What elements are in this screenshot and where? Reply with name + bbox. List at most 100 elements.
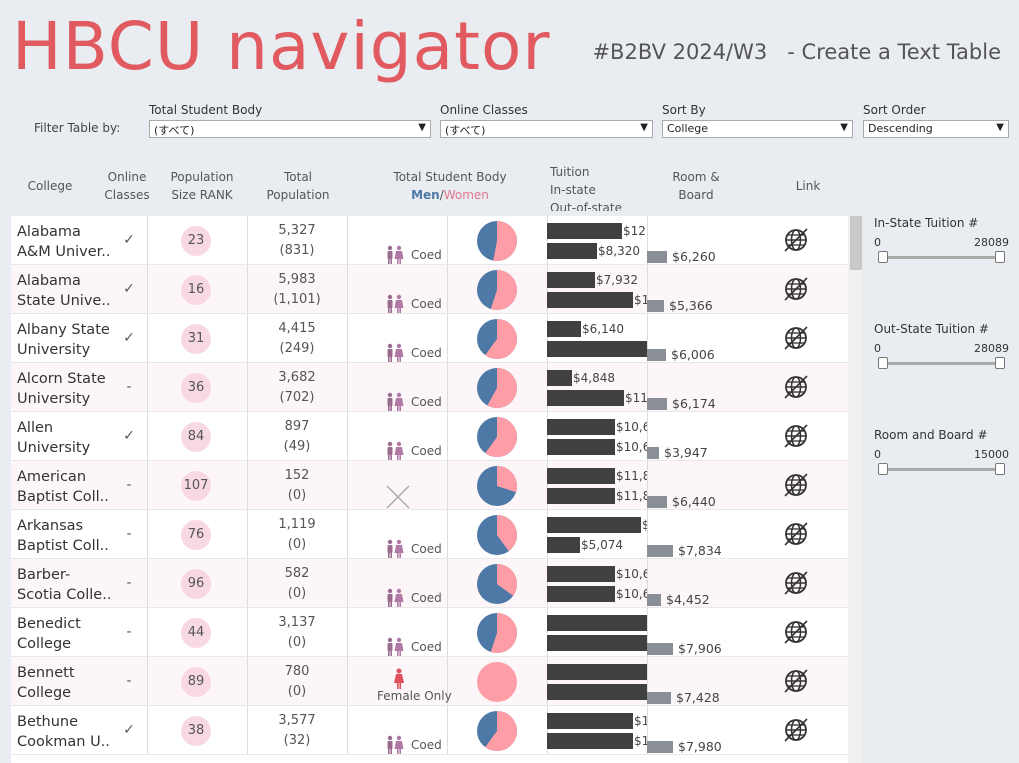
globe-link-icon[interactable] xyxy=(783,374,809,400)
column-divider xyxy=(447,314,448,362)
table-row[interactable]: Alabama A&M Univer.. ✓ 23 5,327 (831) Coed $12 $… xyxy=(11,216,848,265)
total-student-body-select[interactable]: (すべて) ▼ xyxy=(149,120,431,138)
table-row[interactable]: American Baptist Coll.. -107 152 (0) $11,8 $11… xyxy=(11,461,848,510)
slider-max-handle[interactable] xyxy=(995,463,1005,475)
slider-track[interactable] xyxy=(874,357,1009,369)
college-name[interactable]: Bethune Cookman U.. xyxy=(17,712,113,761)
rank-badge: 96 xyxy=(181,569,211,599)
college-table: Alabama A&M Univer.. ✓ 23 5,327 (831) Coed $12 $… xyxy=(11,216,862,763)
sort-by-select[interactable]: College ▼ xyxy=(662,120,853,138)
in-state-tuition-label: $ xyxy=(642,518,647,532)
college-name[interactable]: Barber- Scotia Colle.. xyxy=(17,565,113,614)
slider-track[interactable] xyxy=(874,463,1009,475)
col-header-population[interactable]: Total Population xyxy=(256,168,340,204)
vertical-scrollbar[interactable] xyxy=(848,216,862,763)
globe-link-icon[interactable] xyxy=(783,570,809,596)
globe-link-icon[interactable] xyxy=(783,325,809,351)
college-name[interactable]: Albany State University xyxy=(17,320,113,369)
range-slider: In-State Tuition # 0 28089 xyxy=(874,216,1009,263)
table-row[interactable]: Barber- Scotia Colle.. -96 582 (0) Coed $10,6 $… xyxy=(11,559,848,608)
coed-people-icon xyxy=(387,735,404,754)
slider-max-handle[interactable] xyxy=(995,251,1005,263)
room-board-bar xyxy=(647,593,661,606)
col-header-college[interactable]: College xyxy=(27,179,73,193)
out-of-state-tuition-bar xyxy=(547,635,647,651)
slider-track[interactable] xyxy=(874,251,1009,263)
globe-link-icon[interactable] xyxy=(783,521,809,547)
college-name-line: Alabama xyxy=(17,224,81,240)
col-header-link[interactable]: Link xyxy=(795,179,821,193)
column-divider xyxy=(147,265,148,313)
website-link[interactable] xyxy=(783,276,809,325)
col-header-tuition[interactable]: Tuition In-state Out-of-state xyxy=(550,163,640,211)
col-header-student-body[interactable]: Total Student Body Men/Women xyxy=(384,168,516,204)
table-row[interactable]: Alcorn State University - 36 3,682 (702) Coed $… xyxy=(11,363,848,412)
total-population: 582 xyxy=(284,566,310,581)
globe-link-icon[interactable] xyxy=(783,472,809,498)
column-divider xyxy=(647,461,648,509)
out-of-state-tuition-label: $5,074 xyxy=(581,538,623,552)
col-header-online[interactable]: Online Classes xyxy=(100,168,154,204)
slider-min-handle[interactable] xyxy=(878,251,888,263)
chevron-down-icon: ▼ xyxy=(640,122,648,133)
college-name[interactable]: Alabama State Unive.. xyxy=(17,271,113,320)
college-name[interactable]: Alabama A&M Univer.. xyxy=(17,222,113,271)
column-divider xyxy=(247,510,248,558)
website-link[interactable] xyxy=(783,423,809,472)
sort-order-select[interactable]: Descending ▼ xyxy=(863,120,1009,138)
table-row[interactable]: Arkansas Baptist Coll.. - 76 1,119 (0) Coed $ $5… xyxy=(11,510,848,559)
total-population: 4,415 xyxy=(278,321,316,336)
website-link[interactable] xyxy=(783,325,809,374)
college-name[interactable]: American Baptist Coll.. xyxy=(17,467,113,516)
website-link[interactable] xyxy=(783,472,809,521)
tuition-bars: $10,6 $10,6 xyxy=(547,564,647,604)
table-row[interactable]: Alabama State Unive.. ✓ 16 5,983 (1,101) Coed $… xyxy=(11,265,848,314)
total-population: 780 xyxy=(284,664,310,679)
globe-link-icon[interactable] xyxy=(783,668,809,694)
column-divider xyxy=(147,510,148,558)
globe-link-icon[interactable] xyxy=(783,276,809,302)
scrollbar-thumb[interactable] xyxy=(850,216,862,270)
globe-link-icon[interactable] xyxy=(783,227,809,253)
gender-label: Coed xyxy=(411,737,442,752)
website-link[interactable] xyxy=(783,668,809,717)
table-row[interactable]: Albany State University ✓ 31 4,415 (249) Coed $… xyxy=(11,314,848,363)
college-name[interactable]: Benedict College xyxy=(17,614,113,663)
table-row[interactable]: Benedict College - 44 3,137 (0) Coed $7,906 xyxy=(11,608,848,657)
online-classes-select[interactable]: (すべて) ▼ xyxy=(440,120,653,138)
column-divider xyxy=(247,412,248,460)
table-row[interactable]: Bennett College - 89 780 (0) Female Only $7,428 xyxy=(11,657,848,706)
column-divider xyxy=(547,608,548,656)
online-population: (831) xyxy=(279,243,315,258)
website-link[interactable] xyxy=(783,619,809,668)
in-state-tuition-bar xyxy=(547,713,633,729)
website-link[interactable] xyxy=(783,227,809,276)
globe-link-icon[interactable] xyxy=(783,423,809,449)
slider-line xyxy=(878,468,1005,471)
college-name-line: A&M Univer.. xyxy=(17,244,111,260)
population-value: 152 (0) xyxy=(247,466,347,515)
slider-min-handle[interactable] xyxy=(878,463,888,475)
website-link[interactable] xyxy=(783,717,809,763)
in-state-tuition-label: $10,6 xyxy=(616,567,647,581)
room-board: $7,834 xyxy=(647,526,722,575)
college-name-line: Arkansas xyxy=(17,518,84,534)
globe-link-icon[interactable] xyxy=(783,717,809,743)
college-name[interactable]: Allen University xyxy=(17,418,113,467)
col-header-room[interactable]: Room & Board xyxy=(656,168,736,204)
website-link[interactable] xyxy=(783,570,809,619)
rank-badge: 36 xyxy=(181,373,211,403)
website-link[interactable] xyxy=(783,521,809,570)
table-row[interactable]: Bethune Cookman U.. ✓ 38 3,577 (32) Coed $1 $1 $7… xyxy=(11,706,848,755)
globe-link-icon[interactable] xyxy=(783,619,809,645)
slider-min-handle[interactable] xyxy=(878,357,888,369)
website-link[interactable] xyxy=(783,374,809,423)
table-row[interactable]: Allen University ✓ 84 897 (49) Coed $10,6 $10,6 $… xyxy=(11,412,848,461)
close-icon xyxy=(386,484,410,509)
college-name[interactable]: Arkansas Baptist Coll.. xyxy=(17,516,113,565)
col-header-rank[interactable]: Population Size RANK xyxy=(160,168,244,204)
filter-sort-by: Sort By College ▼ xyxy=(662,103,853,138)
college-name[interactable]: Bennett College xyxy=(17,663,113,712)
college-name[interactable]: Alcorn State University xyxy=(17,369,113,418)
slider-max-handle[interactable] xyxy=(995,357,1005,369)
